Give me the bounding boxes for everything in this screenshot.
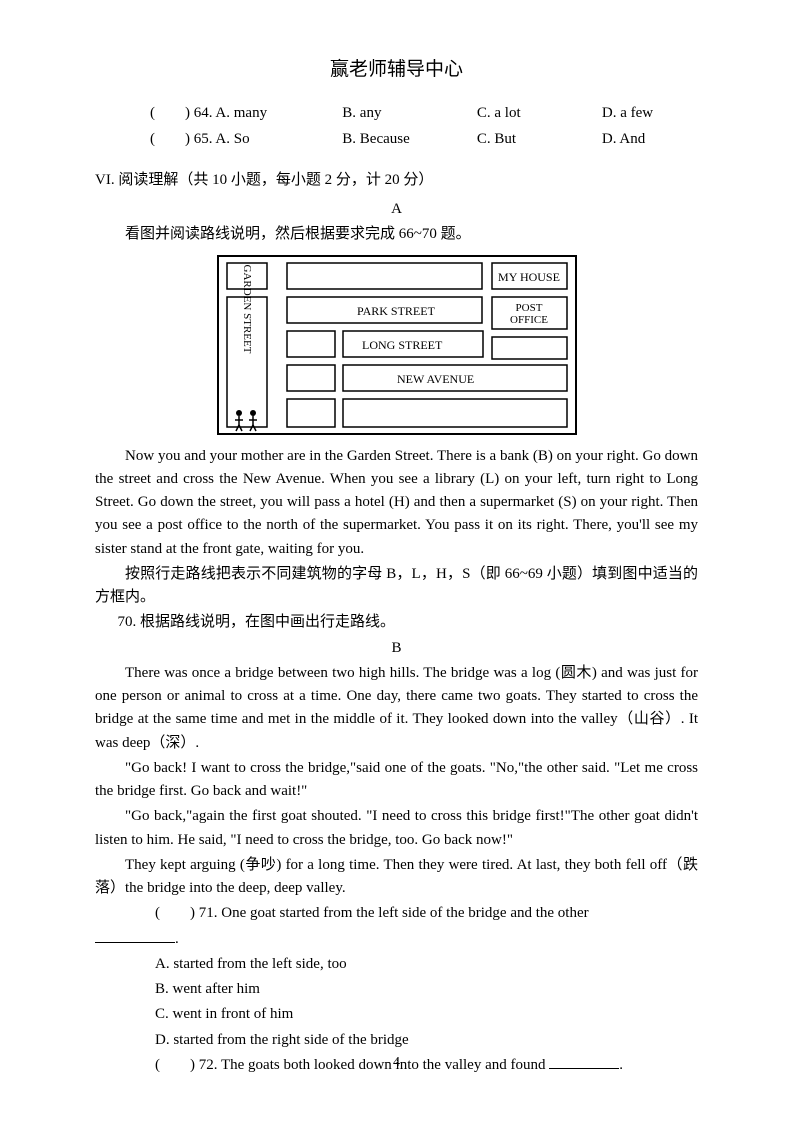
q71-opt-c: C. went in front of him [155,1003,698,1026]
section-vi-heading: VI. 阅读理解（共 10 小题，每小题 2 分，计 20 分） [95,169,698,192]
map-park-text: PARK STREET [357,304,436,318]
q64-b: B. any [342,102,477,125]
passage-b-p4: They kept arguing (争吵) for a long time. … [95,854,698,901]
map-garden-text: GARDEN STREET [241,264,253,353]
map-post-text2: OFFICE [510,314,548,326]
q64-c: C. a lot [477,102,602,125]
question-70: 70. 根据路线说明，在图中画出行走路线。 [95,611,698,634]
exam-page: 赢老师辅导中心 ( ) 64. A. many B. any C. a lot … [0,0,793,1122]
passage-a-instruction-2: 按照行走路线把表示不同建筑物的字母 B，L，H，S（即 66~69 小题）填到图… [95,563,698,610]
q71-opt-d: D. started from the right side of the br… [155,1029,698,1052]
q65-c: C. But [477,128,602,151]
map-long-text: LONG STREET [362,338,443,352]
passage-b-p3: "Go back,"again the first goat shouted. … [95,805,698,852]
q71-opt-b: B. went after him [155,978,698,1001]
q71-opt-a: A. started from the left side, too [155,953,698,976]
passage-a-instruction: 看图并阅读路线说明，然后根据要求完成 66~70 题。 [95,223,698,246]
q64-d: D. a few [602,102,698,125]
q65-a: ( ) 65. A. So [150,128,342,151]
map-diagram: MY HOUSE GARDEN STREET PARK STREET POST … [95,255,698,435]
q65-d: D. And [602,128,698,151]
passage-b-p2: "Go back! I want to cross the bridge,"sa… [95,757,698,804]
page-title: 赢老师辅导中心 [95,55,698,84]
question-71: ( ) 71. One goat started from the left s… [95,902,698,925]
page-number: 4 [0,1052,793,1074]
passage-a-label: A [95,198,698,221]
map-post-text1: POST [515,302,542,314]
question-65-row: ( ) 65. A. So B. Because C. But D. And [150,128,698,151]
q65-b: B. Because [342,128,477,151]
passage-b-p1: There was once a bridge between two high… [95,662,698,755]
q71-blank-line: . [95,928,698,951]
q64-a: ( ) 64. A. many [150,102,342,125]
passage-a-text: Now you and your mother are in the Garde… [95,445,698,561]
map-newave-text: NEW AVENUE [397,372,474,386]
q71-stem: ( ) 71. One goat started from the left s… [155,905,589,921]
question-64-row: ( ) 64. A. many B. any C. a lot D. a few [150,102,698,125]
passage-b-label: B [95,637,698,660]
map-svg: MY HOUSE GARDEN STREET PARK STREET POST … [217,255,577,435]
map-myhouse-text: MY HOUSE [498,270,560,284]
